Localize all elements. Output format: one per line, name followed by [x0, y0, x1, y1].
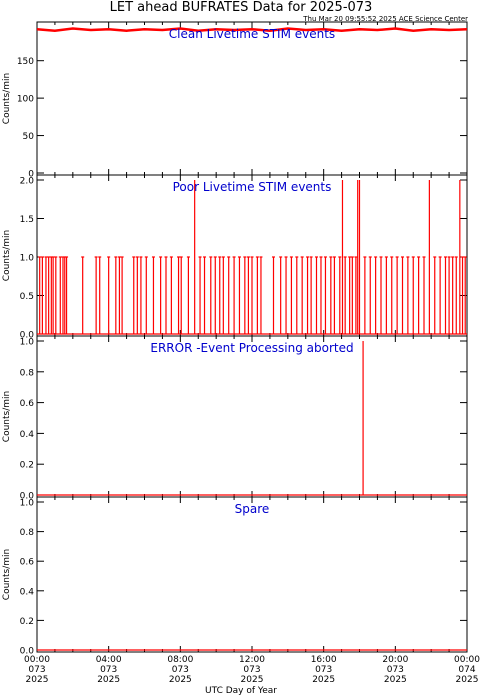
- y-tick-label: 0.0: [20, 492, 35, 502]
- y-tick-label: 100: [17, 95, 34, 105]
- x-tick-label-year: 2025: [169, 675, 192, 685]
- y-axis-label: Counts/min: [2, 230, 12, 281]
- panel-title-2: Poor Livetime STIM events: [173, 180, 332, 194]
- panel-frame-3: [36, 335, 468, 498]
- x-tick-label-time: 16:00: [311, 655, 337, 665]
- y-tick-label: 50: [23, 132, 35, 142]
- y-axis-label: Counts/min: [2, 549, 12, 600]
- panel-frame-4: [36, 496, 468, 653]
- y-tick-label: 0.6: [20, 399, 35, 409]
- x-tick-label-doy: 073: [28, 665, 45, 675]
- x-tick-label-year: 2025: [384, 675, 407, 685]
- x-axis-label: UTC Day of Year: [205, 686, 277, 696]
- y-tick-label: 1.0: [20, 254, 35, 264]
- x-tick-label-doy: 073: [315, 665, 332, 675]
- y-tick-label: 0.0: [20, 647, 35, 657]
- y-tick-label: 0.2: [20, 617, 34, 627]
- y-tick-label: 1.5: [20, 215, 34, 225]
- chart-title: LET ahead BUFRATES Data for 2025-073: [109, 0, 373, 15]
- x-tick-label-doy: 073: [243, 665, 260, 675]
- x-tick-label-time: 04:00: [96, 655, 122, 665]
- panel-title-1: Clean Livetime STIM events: [169, 27, 335, 41]
- y-tick-label: 1.0: [20, 338, 35, 348]
- x-tick-label-time: 00:00: [24, 655, 50, 665]
- x-tick-label-year: 2025: [312, 675, 335, 685]
- x-tick-label-year: 2025: [26, 675, 49, 685]
- y-tick-label: 0.6: [20, 558, 35, 568]
- timestamp: Thu Mar 20 09:55:52 2025 ACE Science Cen…: [303, 15, 468, 23]
- y-tick-label: 150: [17, 57, 34, 67]
- y-axis-label: Counts/min: [2, 73, 12, 124]
- panel-frame-1: [36, 21, 468, 176]
- y-tick-label: 0.5: [20, 292, 34, 302]
- x-tick-label-doy: 074: [458, 665, 475, 675]
- y-axis-label: Counts/min: [2, 391, 12, 442]
- y-tick-label: 0.4: [20, 587, 35, 597]
- x-tick-label-time: 08:00: [167, 655, 193, 665]
- y-tick-label: 0.0: [20, 331, 35, 341]
- y-tick-label: 0: [28, 170, 34, 180]
- data-line: [36, 27, 468, 32]
- y-tick-label: 0.8: [20, 368, 35, 378]
- y-tick-label: 0.2: [20, 461, 34, 471]
- x-tick-label-doy: 073: [100, 665, 117, 675]
- y-tick-label: 0.4: [20, 430, 35, 440]
- y-tick-label: 1.0: [20, 499, 35, 509]
- y-tick-label: 2.0: [20, 177, 35, 187]
- x-tick-label-doy: 073: [387, 665, 404, 675]
- panel-title-4: Spare: [235, 502, 270, 516]
- x-tick-label-time: 12:00: [239, 655, 265, 665]
- x-tick-label-year: 2025: [241, 675, 264, 685]
- x-tick-label-time: 00:00: [454, 655, 480, 665]
- x-tick-label-doy: 073: [172, 665, 189, 675]
- x-tick-label-time: 20:00: [382, 655, 408, 665]
- y-tick-label: 0.8: [20, 528, 35, 538]
- x-tick-label-year: 2025: [456, 675, 479, 685]
- x-tick-label-year: 2025: [97, 675, 120, 685]
- panel-title-3: ERROR -Event Processing aborted: [150, 341, 353, 355]
